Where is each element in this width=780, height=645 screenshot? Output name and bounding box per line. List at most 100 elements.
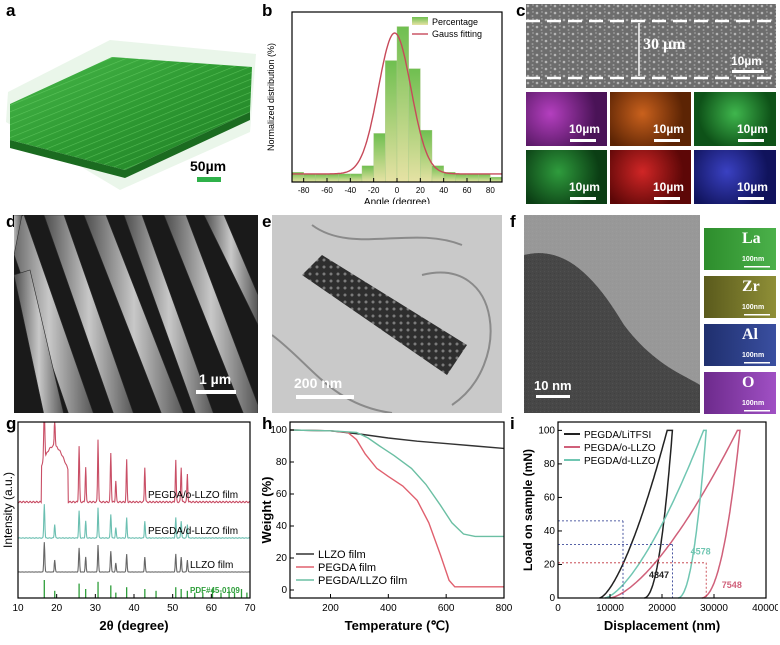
scale-bar-a [197,177,221,182]
eds-map-green [694,92,776,146]
porous-llzo-fiber [302,255,467,375]
histogram-bar [361,165,374,183]
x-axis-label: Angle (degree) [364,197,430,204]
map-element-al: Al [742,326,758,343]
tga-line [289,429,505,450]
y-axis-label: Normalized distribution (%) [266,43,276,151]
eds-map-grid: 10µm 10µm 10µm 10µm 10µm 10µm [526,92,776,204]
x-tick-label: -80 [298,186,310,195]
histogram-bar [350,173,363,183]
x-axis-label: Temperature (℃) [345,618,450,633]
legend-label: PEGDA/o-LLZO [584,443,656,454]
legend-swatch-bars [412,17,428,25]
y-axis-label: Load on sample (mN) [521,449,535,571]
chart-i-nanoindentation: 0 10000 20000 30000 40000 0 20 40 60 80 100 Displac… [521,421,778,633]
thickness-label: 30 µm [643,36,686,53]
panel-a-svg [6,40,256,190]
y-tick-label: 60 [544,492,556,503]
series-label-o-llzo: PEGDA/o-LLZO film [148,490,238,501]
eds-scale-label: 10µm [653,180,684,194]
map-al [704,324,776,366]
histogram-bar [338,173,351,183]
panel-a-scalebar [197,177,221,182]
annotation-label: 4578 [691,546,711,556]
annotation-label: 7548 [722,580,742,590]
plot-frame [289,421,505,599]
fiber-film-edge [10,112,250,178]
panel-label-g: g [6,414,17,433]
panel-c-sem-svg [526,4,776,88]
x-axis-label: Displacement (nm) [604,618,720,633]
panel-label-b: b [262,1,273,20]
chart-b-angle-distribution: -80 -60 -40 -20 0 20 40 60 80 Angle (degree) Norma… [266,11,503,204]
x-tick-label: 70 [244,603,256,614]
x-tick-label: 30000 [700,603,728,614]
chart-h-tga: 200 400 600 800 0 20 40 60 80 100 Temperature (℃) W… [262,421,513,633]
series-label-llzo: LLZO film [190,560,233,571]
x-tick-label: 40000 [752,603,778,614]
scale-bar-d [196,390,236,394]
x-tick-label: 30 [90,603,102,614]
scale-bar-label-f: 10 nm [534,378,572,393]
y-tick-label: 80 [276,457,288,468]
eds-scale-label: 10µm [737,180,768,194]
x-tick-label: -60 [321,186,333,195]
y-tick-label: 40 [544,526,556,537]
series-label-d-llzo: PEGDA/d-LLZO film [148,526,238,537]
eds-map-orange [610,92,691,146]
map-scale-zr: 100nm [742,304,765,311]
map-element-la: La [742,230,761,247]
histogram-bar [490,176,503,183]
x-tick-label: 0 [555,603,561,614]
x-tick-label: 50 [167,603,179,614]
histogram-bar [303,173,316,183]
legend-label: PEGDA/LiTFSI [584,430,651,441]
map-zr [704,276,776,318]
histogram-bar [478,173,491,183]
y-tick-label: 80 [544,459,556,470]
y-tick-label: 0 [549,593,555,604]
scale-bar-label-d: 1 µm [199,371,232,387]
x-tick-label: 20 [416,186,425,195]
histogram-bar [385,60,398,183]
tga-line [289,429,504,588]
panel-label-a: a [6,1,16,20]
y-tick-label: 20 [544,559,556,570]
y-tick-label: 100 [538,425,555,436]
xrd-line [17,504,250,539]
map-o [704,372,776,414]
eds-map-red [610,150,691,204]
x-tick-label: 600 [438,603,455,614]
eds-scale-bars [570,139,764,200]
eds-scale-label: 10µm [569,122,600,136]
map-scale-al: 100nm [742,352,765,359]
y-tick-label: 60 [276,489,288,500]
legend-label-gauss: Gauss fitting [432,29,482,39]
legend-label-percentage: Percentage [432,17,478,27]
legend-label: LLZO film [318,549,366,561]
scale-bar-label-c: 10µm [731,54,762,68]
x-tick-label: 40 [128,603,140,614]
panel-label-d: d [6,212,17,231]
x-tick-label: 800 [496,603,513,614]
panel-label-c: c [516,1,526,20]
map-element-zr: Zr [742,278,760,295]
y-axis-label: Intensity (a.u.) [1,472,15,548]
load-displacement-line [604,429,708,599]
eds-scale-label: 10µm [737,122,768,136]
legend-label: PEGDA/LLZO film [318,575,407,587]
xrd-line [17,542,250,573]
load-displacement-line [609,429,741,599]
legend-label: PEGDA film [318,562,376,574]
histogram-bar [431,165,444,183]
panel-a-3d-render: 50µm [0,12,258,202]
histogram-bar [373,133,386,183]
load-displacement-line [599,429,674,599]
x-tick-label: 40 [439,186,448,195]
x-tick-label: 10 [12,603,24,614]
x-tick-label: -40 [345,186,357,195]
x-tick-label: 200 [322,603,339,614]
x-axis-label: 2θ (degree) [99,618,168,633]
eds-scale-label: 10µm [569,180,600,194]
histogram-bar [466,173,479,183]
